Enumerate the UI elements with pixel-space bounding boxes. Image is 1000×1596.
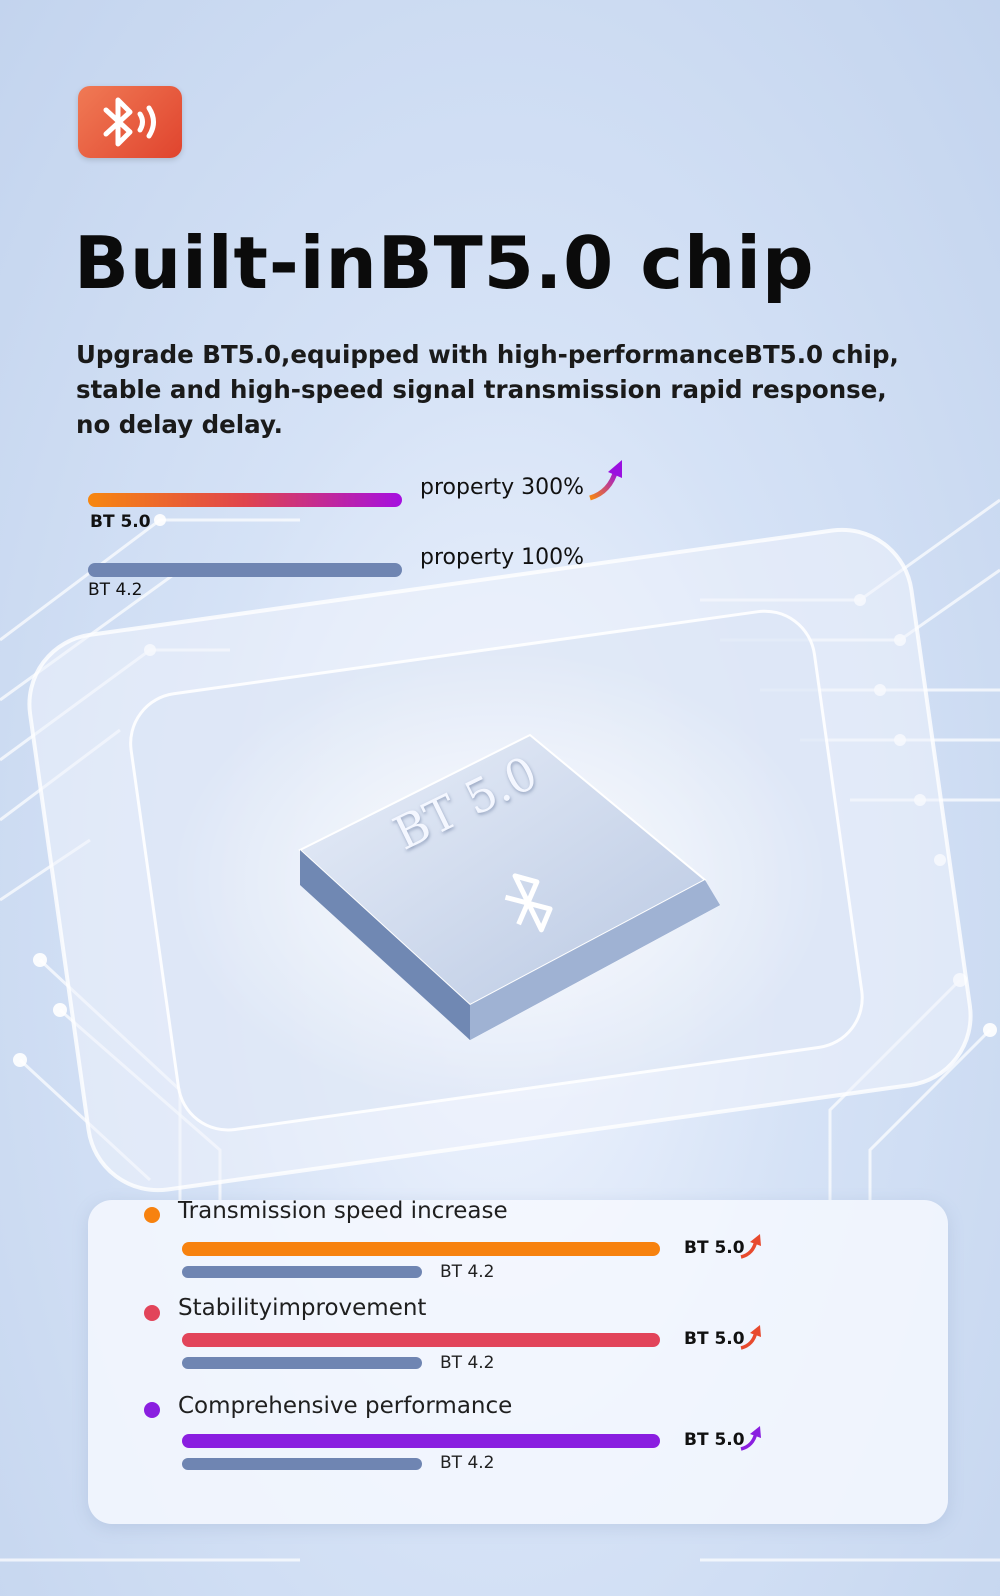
feature-bt42-bar <box>182 1357 422 1369</box>
up-trend-arrow-icon <box>740 1234 761 1259</box>
feature-bt42-tag: BT 4.2 <box>440 1262 495 1282</box>
feature-bt42-bar <box>182 1458 422 1470</box>
bluetooth-signal-icon <box>78 86 182 158</box>
feature-bt50-bar <box>182 1434 660 1448</box>
bt50-property: property 300% <box>420 475 585 500</box>
feature-label: Comprehensive performance <box>178 1393 513 1419</box>
bt42-property: property 100% <box>420 545 585 570</box>
bt50-label: BT 5.0 <box>90 512 151 532</box>
feature-bt50-bar <box>182 1333 660 1347</box>
feature-label: Transmission speed increase <box>178 1198 508 1224</box>
feature-bt42-bar <box>182 1266 422 1278</box>
feature-dot <box>144 1207 160 1223</box>
feature-bt50-bar <box>182 1242 660 1256</box>
bt50-bar <box>88 493 402 507</box>
up-trend-arrow-icon <box>740 1426 761 1451</box>
up-trend-arrow-icon <box>740 1325 761 1350</box>
page-title: Built-inBT5.0 chip <box>74 221 815 305</box>
description-line: stable and high-speed signal transmissio… <box>76 375 887 404</box>
description-line: Upgrade BT5.0,equipped with high-perform… <box>76 340 899 369</box>
up-trend-arrow-icon <box>589 460 622 501</box>
feature-bt50-tag: BT 5.0 <box>684 1329 745 1349</box>
description: Upgrade BT5.0,equipped with high-perform… <box>76 337 936 442</box>
feature-bt50-tag: BT 5.0 <box>684 1238 745 1258</box>
feature-dot <box>144 1305 160 1321</box>
feature-bt42-tag: BT 4.2 <box>440 1353 495 1373</box>
feature-label: Stabilityimprovement <box>178 1295 427 1321</box>
feature-dot <box>144 1402 160 1418</box>
chip-bluetooth-icon <box>504 873 553 933</box>
description-line: no delay delay. <box>76 410 283 439</box>
feature-bt42-tag: BT 4.2 <box>440 1453 495 1473</box>
bt42-label: BT 4.2 <box>88 580 143 600</box>
bt42-bar <box>88 563 402 577</box>
feature-bt50-tag: BT 5.0 <box>684 1430 745 1450</box>
